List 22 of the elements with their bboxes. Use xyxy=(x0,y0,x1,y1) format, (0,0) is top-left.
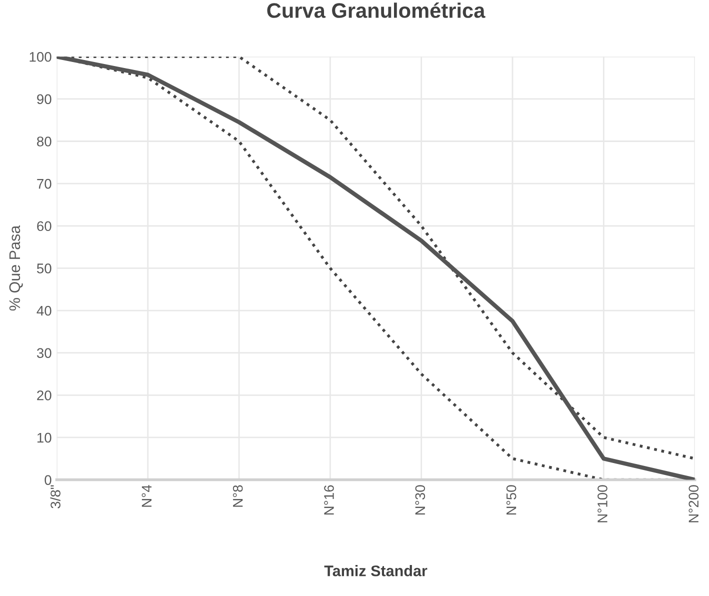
x-axis-title: Tamiz Standar xyxy=(324,565,428,576)
y-tick-label: 80 xyxy=(37,136,52,146)
y-tick-label: 40 xyxy=(36,306,52,316)
y-axis-title: % Que Pasa xyxy=(9,225,23,311)
y-tick-label: 90 xyxy=(37,94,52,104)
chart-title: Curva Granulométrica xyxy=(267,2,486,18)
y-tick-label: 100 xyxy=(30,52,52,62)
y-tick-label: 60 xyxy=(37,221,52,232)
x-tick-label: N°4 xyxy=(142,485,152,507)
x-tick-label: N°200 xyxy=(688,485,699,522)
y-tick-label: 50 xyxy=(36,264,52,274)
y-tick-label: 20 xyxy=(37,390,52,400)
x-tick-label: N°8 xyxy=(232,485,243,507)
y-tick-label: 30 xyxy=(36,348,52,358)
x-tick-label: 3/8" xyxy=(50,485,60,508)
x-tick-label: N°50 xyxy=(506,485,516,515)
x-tick-label: N°16 xyxy=(324,485,334,515)
y-tick-label: 10 xyxy=(37,432,52,443)
x-tick-label: N°30 xyxy=(415,485,426,515)
y-tick-label: 70 xyxy=(37,178,52,189)
y-tick-label: 0 xyxy=(44,475,52,485)
x-tick-label: N°100 xyxy=(598,485,608,522)
